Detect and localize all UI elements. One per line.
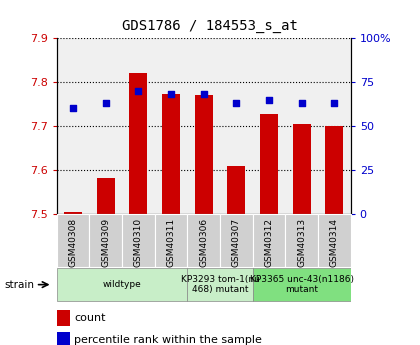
Text: GSM40313: GSM40313 <box>297 218 306 267</box>
Bar <box>253 268 351 301</box>
Bar <box>57 214 89 267</box>
Text: KP3365 unc-43(n1186)
mutant: KP3365 unc-43(n1186) mutant <box>250 275 354 294</box>
Point <box>200 91 207 97</box>
Text: GSM40306: GSM40306 <box>199 218 208 267</box>
Bar <box>89 214 122 267</box>
Bar <box>253 214 285 267</box>
Text: strain: strain <box>4 280 34 289</box>
Bar <box>57 268 187 301</box>
Point <box>266 97 273 102</box>
Bar <box>285 214 318 267</box>
Bar <box>326 126 344 214</box>
Text: count: count <box>74 313 106 323</box>
Bar <box>155 214 187 267</box>
Bar <box>129 73 147 214</box>
Text: wildtype: wildtype <box>102 280 142 289</box>
Text: KP3293 tom-1(nu
468) mutant: KP3293 tom-1(nu 468) mutant <box>181 275 260 294</box>
Text: percentile rank within the sample: percentile rank within the sample <box>74 335 262 345</box>
Bar <box>187 268 253 301</box>
Text: GSM40314: GSM40314 <box>330 218 339 267</box>
Bar <box>162 94 180 214</box>
Point <box>70 106 76 111</box>
Bar <box>97 178 115 214</box>
Bar <box>187 214 220 267</box>
Bar <box>220 214 253 267</box>
Text: GSM40307: GSM40307 <box>232 218 241 267</box>
Text: GSM40310: GSM40310 <box>134 218 143 267</box>
Bar <box>64 212 82 214</box>
Text: GDS1786 / 184553_s_at: GDS1786 / 184553_s_at <box>122 19 298 33</box>
Bar <box>57 310 70 326</box>
Point <box>331 100 338 106</box>
Point <box>168 91 174 97</box>
Point <box>233 100 240 106</box>
Bar <box>57 332 70 345</box>
Point <box>298 100 305 106</box>
Bar <box>293 124 311 214</box>
Point <box>135 88 142 93</box>
Bar <box>318 214 351 267</box>
Bar <box>227 166 245 214</box>
Point <box>102 100 109 106</box>
Text: GSM40312: GSM40312 <box>265 218 273 267</box>
Bar <box>260 114 278 214</box>
Text: GSM40309: GSM40309 <box>101 218 110 267</box>
Text: GSM40311: GSM40311 <box>167 218 176 267</box>
Bar <box>195 95 213 214</box>
Bar <box>122 214 155 267</box>
Text: GSM40308: GSM40308 <box>68 218 78 267</box>
